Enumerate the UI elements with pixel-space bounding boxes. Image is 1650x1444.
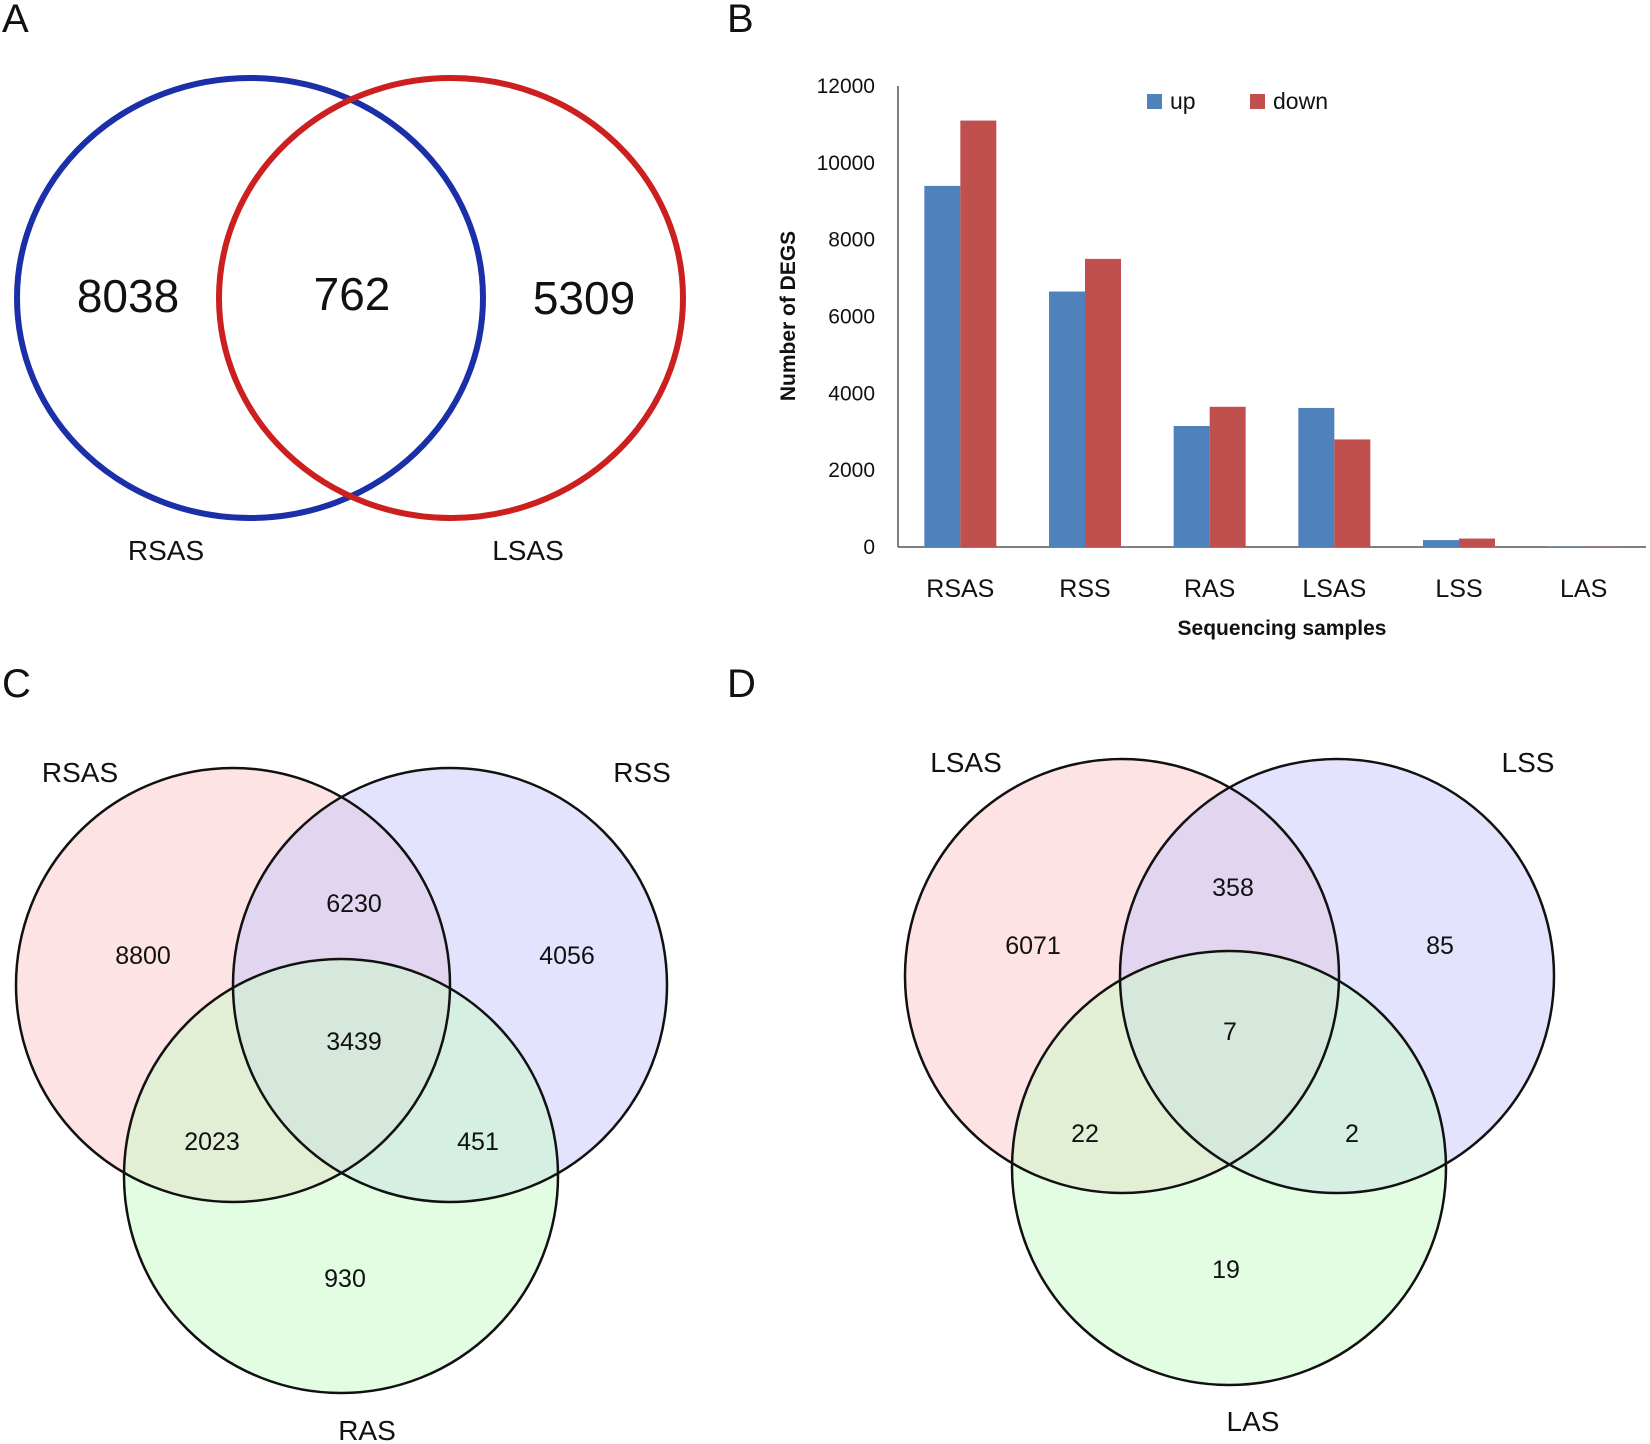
venn-a-set-label-rsas: RSAS [128, 535, 204, 566]
venn-c-count-rsas-ras: 2023 [184, 1128, 240, 1156]
legend-swatch-down [1250, 94, 1265, 109]
venn-c-set-label-rss: RSS [613, 757, 671, 788]
venn-a-circle-lsas [216, 75, 686, 521]
bar-chart: 0 2000 4000 6000 8000 10000 12000 RSAS RSS RAS LS… [777, 75, 1646, 640]
venn-d-set-label-lsas: LSAS [930, 747, 1002, 778]
x-category-label: LSS [1435, 575, 1482, 603]
venn-c-fill-ras [124, 959, 558, 1393]
legend-swatch-up [1147, 94, 1162, 109]
venn-d-set-label-lss: LSS [1502, 747, 1555, 778]
panel-b-label: B [727, 0, 754, 41]
venn-c-circle-ras [122, 957, 560, 1395]
y-tick-label: 4000 [828, 382, 875, 405]
legend-label-up: up [1170, 88, 1196, 114]
venn-c-count-rsas-rss: 6230 [326, 890, 382, 918]
bar-up-rsas [924, 185, 961, 547]
panel-d-label: D [727, 662, 756, 706]
venn-d-circle-las [1010, 949, 1448, 1387]
venn-a-count-both: 762 [314, 268, 391, 320]
panel-c: C RSAS RSS RAS 8800 6230 4056 3439 2023 … [2, 662, 671, 1444]
venn-a-count-only-lsas: 5309 [533, 272, 635, 324]
bar-down-lsas [1334, 439, 1371, 547]
x-category-label: RSAS [926, 575, 994, 603]
venn-a-count-only-rsas: 8038 [77, 270, 179, 322]
venn-d-circle-lss [1118, 757, 1556, 1195]
venn-d-count-lsas-lss: 358 [1212, 874, 1254, 902]
y-tick-label: 8000 [828, 229, 875, 252]
venn-c-count-rss-ras: 451 [457, 1128, 499, 1156]
y-tick-label: 10000 [817, 152, 875, 175]
bar-down-rss [1085, 258, 1121, 547]
y-tick-label: 12000 [817, 75, 875, 98]
panel-d: D LSAS LSS LAS 6071 358 85 7 22 2 19 [727, 662, 1556, 1437]
x-category-label: RSS [1059, 575, 1110, 603]
venn-c-circle-rsas [14, 766, 452, 1204]
venn-d-count-lss-las: 2 [1345, 1120, 1359, 1148]
y-tick-label: 6000 [828, 306, 875, 329]
bar-down-rsas [960, 120, 997, 547]
bars [924, 120, 1620, 547]
x-category-label: LAS [1560, 575, 1607, 603]
panel-c-label: C [2, 662, 31, 706]
venn-d-fill-las [1012, 951, 1446, 1385]
y-tick-labels: 0 2000 4000 6000 8000 10000 12000 [817, 75, 875, 559]
x-category-label: RAS [1184, 575, 1235, 603]
venn-c-set-label-rsas: RSAS [42, 757, 118, 788]
venn-d-set-label-las: LAS [1227, 1406, 1280, 1437]
x-axis-title: Sequencing samples [1178, 617, 1387, 640]
bar-up-lsas [1298, 407, 1335, 547]
y-tick-label: 0 [863, 536, 875, 559]
bar-up-lss [1423, 540, 1459, 547]
venn-c-count-rsas-only: 8800 [115, 942, 171, 970]
bar-down-ras [1209, 406, 1246, 547]
venn-d-count-lss-only: 85 [1426, 932, 1454, 960]
bar-up-ras [1173, 425, 1210, 547]
legend-label-down: down [1273, 88, 1328, 114]
venn-c-count-all: 3439 [326, 1028, 382, 1056]
y-axis-title: Number of DEGS [777, 231, 800, 401]
venn-d-count-lsas-only: 6071 [1005, 932, 1061, 960]
venn-d-circle-lsas [903, 757, 1341, 1195]
venn-a-circle-rsas [14, 75, 486, 521]
venn-d-count-lsas-las: 22 [1071, 1120, 1099, 1148]
venn-d-count-all: 7 [1223, 1018, 1237, 1046]
legend: up down [1147, 88, 1328, 114]
venn-d-count-las-only: 19 [1212, 1256, 1240, 1284]
x-category-label: LSAS [1302, 575, 1366, 603]
panel-a-label: A [2, 0, 29, 41]
y-tick-label: 2000 [828, 459, 875, 482]
venn-c-set-label-ras: RAS [338, 1415, 396, 1444]
venn-c-count-ras-only: 930 [324, 1265, 366, 1293]
panel-a: A 8038 762 5309 RSAS LSAS [2, 0, 686, 566]
venn-a-set-label-lsas: LSAS [492, 535, 564, 566]
venn-c-circle-rss [231, 766, 669, 1204]
venn-c-count-rss-only: 4056 [539, 942, 595, 970]
bar-up-rss [1049, 291, 1085, 547]
bar-down-lss [1459, 538, 1495, 547]
panel-b: B 0 2000 4000 6000 8000 10000 12000 RSAS RSS RAS… [727, 0, 1646, 640]
x-category-labels: RSAS RSS RAS LSAS LSS LAS [926, 575, 1607, 603]
